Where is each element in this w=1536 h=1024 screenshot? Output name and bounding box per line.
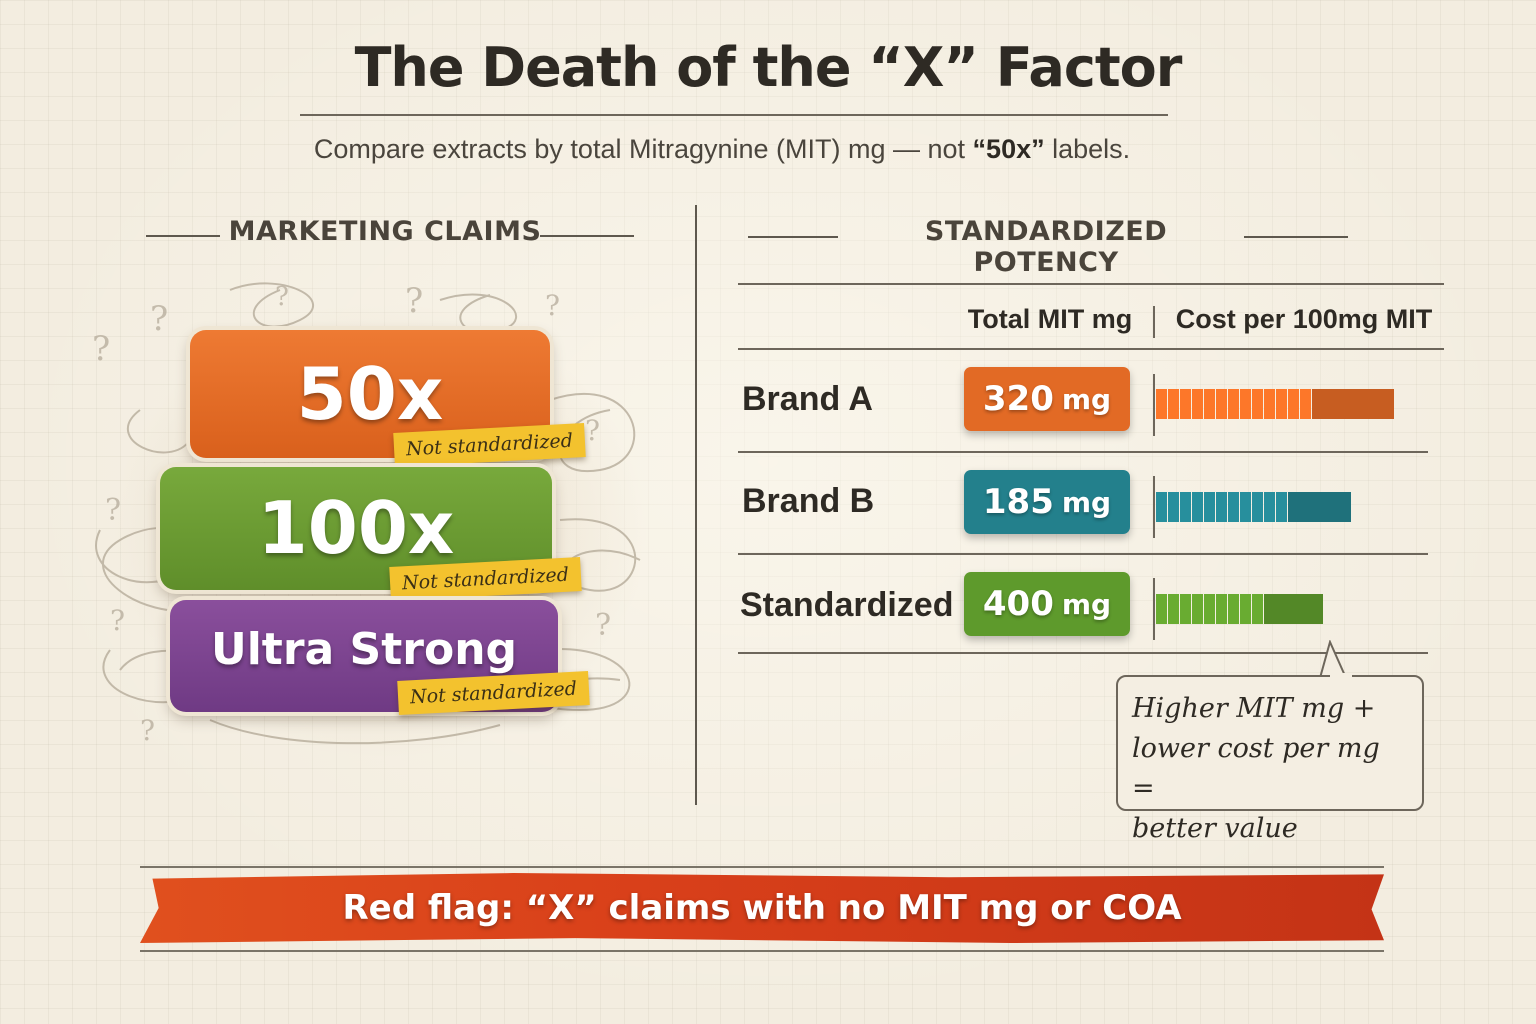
column-header-cost: Cost per 100mg MIT: [1175, 304, 1433, 334]
cost-bar-tick: [1180, 492, 1191, 522]
table-top-rule: [738, 283, 1444, 285]
subtitle: Compare extracts by total Mitragynine (M…: [0, 134, 1444, 165]
brand-a-mit-pill: 320 mg: [964, 367, 1130, 431]
row-rule: [738, 553, 1428, 555]
subtitle-prefix: Compare extracts by total Mitragynine (M…: [313, 134, 973, 164]
heading-dash-right: [540, 235, 634, 237]
callout-line-1: Higher MIT mg +: [1132, 693, 1376, 724]
claim-ultra-strong-label: Ultra Strong: [210, 624, 518, 675]
standardized-potency-heading: STANDARDIZED POTENCY: [924, 216, 1168, 278]
table-header-rule: [738, 348, 1444, 350]
cost-bar-tick: [1204, 594, 1215, 624]
cost-bar-tick: [1216, 594, 1227, 624]
cost-bar-tick: [1168, 594, 1179, 624]
cost-bar-tick: [1180, 389, 1191, 419]
cost-bar-tick: [1192, 492, 1203, 522]
cost-bar-tick: [1276, 492, 1287, 522]
callout-line-2: lower cost per mg =: [1132, 733, 1380, 804]
subtitle-bold: “50x”: [972, 134, 1045, 164]
page-title: The Death of the “X” Factor: [354, 36, 1183, 99]
red-flag-text: Red flag: “X” claims with no MIT mg or C…: [342, 888, 1182, 928]
cost-bar-tick: [1240, 594, 1251, 624]
cost-bar-tick: [1192, 389, 1203, 419]
standardized-mit-unit: mg: [1061, 587, 1112, 621]
cost-bar-tick: [1252, 389, 1263, 419]
brand-b-mit-pill: 185 mg: [964, 470, 1130, 534]
cost-bar-tick: [1204, 389, 1215, 419]
claim-100x-label: 100x: [257, 486, 455, 570]
row-separator: [1153, 578, 1155, 640]
cost-bar-tick: [1216, 389, 1227, 419]
svg-text:?: ?: [110, 604, 125, 637]
cost-bar-tick: [1276, 389, 1287, 419]
callout-pointer-join: [1330, 673, 1352, 677]
cost-bar-tick: [1240, 389, 1251, 419]
brand-a-mit-unit: mg: [1061, 382, 1112, 416]
standardized-label: Standardized: [740, 586, 954, 624]
red-flag-banner: Red flag: “X” claims with no MIT mg or C…: [140, 873, 1384, 943]
cost-bar-fill: [1312, 389, 1394, 419]
cost-bar-tick: [1228, 389, 1239, 419]
svg-text:?: ?: [92, 329, 110, 369]
cost-bar-tick: [1228, 594, 1239, 624]
svg-text:?: ?: [595, 608, 611, 643]
heading-dash-left: [748, 236, 838, 238]
svg-text:?: ?: [150, 299, 168, 339]
standardized-mit-value: 400: [982, 584, 1054, 624]
brand-b-cost-bar: [1156, 492, 1351, 522]
value-callout: Higher MIT mg + lower cost per mg = bett…: [1116, 675, 1424, 844]
cost-bar-tick: [1288, 389, 1299, 419]
marketing-claims-heading: MARKETING CLAIMS: [228, 216, 542, 247]
brand-a-cost-bar: [1156, 389, 1394, 419]
cost-bar-tick: [1156, 389, 1167, 419]
column-header-separator: [1153, 306, 1155, 338]
question-mark-doodles: ? ? ? ? ? ? ? ? ? ? ?: [92, 281, 641, 747]
heading-dash-left: [146, 235, 220, 237]
cost-bar-tick: [1264, 389, 1275, 419]
row-rule: [738, 451, 1428, 453]
cost-bar-tick: [1264, 492, 1275, 522]
banner-top-rule: [140, 866, 1384, 868]
title-underline: [300, 114, 1168, 116]
cost-bar-tick: [1192, 594, 1203, 624]
brand-b-mit-value: 185: [982, 482, 1054, 522]
cost-bar-tick: [1300, 389, 1311, 419]
cost-bar-tick: [1204, 492, 1215, 522]
brand-a-label: Brand A: [742, 380, 873, 418]
brand-b-label: Brand B: [742, 482, 875, 520]
subtitle-suffix: labels.: [1044, 134, 1131, 164]
cost-bar-tick: [1252, 594, 1263, 624]
cost-bar-tick: [1168, 389, 1179, 419]
claim-50x-label: 50x: [296, 352, 444, 436]
brand-a-mit-value: 320: [982, 379, 1054, 419]
svg-text:?: ?: [275, 282, 289, 312]
callout-pointer: [1319, 640, 1347, 679]
cost-bar-tick: [1180, 594, 1191, 624]
standardized-cost-bar: [1156, 594, 1323, 624]
svg-text:?: ?: [140, 714, 155, 747]
banner-bottom-rule: [140, 950, 1384, 952]
cost-bar-fill: [1264, 594, 1323, 624]
cost-bar-tick: [1252, 492, 1263, 522]
heading-dash-right: [1244, 236, 1348, 238]
column-header-total-mit: Total MIT mg: [967, 304, 1133, 334]
cost-bar-tick: [1168, 492, 1179, 522]
row-separator: [1153, 374, 1155, 436]
cost-bar-tick: [1228, 492, 1239, 522]
cost-bar-tick: [1156, 594, 1167, 624]
svg-text:?: ?: [105, 493, 121, 528]
cost-bar-tick: [1156, 492, 1167, 522]
standardized-mit-pill: 400 mg: [964, 572, 1130, 636]
section-divider: [695, 205, 697, 805]
brand-b-mit-unit: mg: [1061, 485, 1112, 519]
table-bottom-rule: [738, 652, 1428, 654]
cost-bar-fill: [1288, 492, 1351, 522]
row-separator: [1153, 476, 1155, 538]
cost-bar-tick: [1240, 492, 1251, 522]
svg-text:?: ?: [585, 414, 600, 447]
callout-line-3: better value: [1132, 813, 1298, 844]
svg-text:?: ?: [405, 281, 423, 321]
cost-bar-tick: [1216, 492, 1227, 522]
svg-text:?: ?: [545, 289, 560, 322]
